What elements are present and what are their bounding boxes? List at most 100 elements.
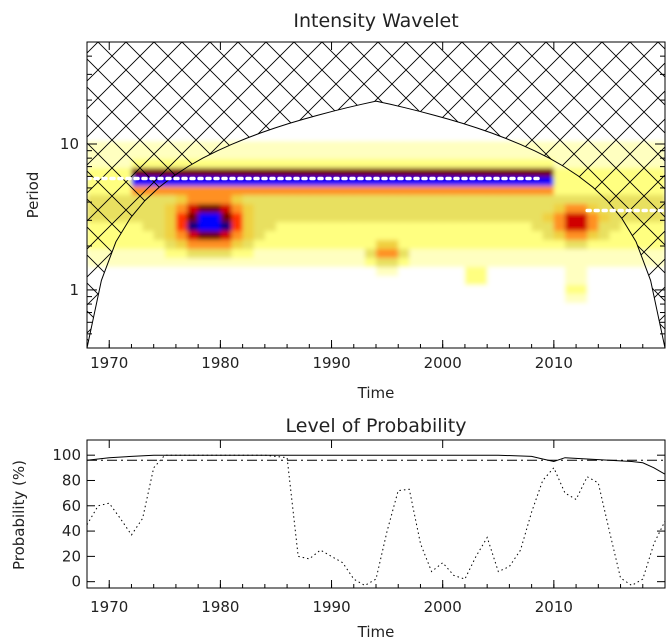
power-cell bbox=[620, 294, 633, 304]
power-cell bbox=[309, 132, 321, 142]
power-cell bbox=[164, 294, 177, 304]
power-cell bbox=[142, 312, 155, 322]
power-cell bbox=[220, 204, 233, 214]
power-cell bbox=[631, 285, 644, 295]
power-cell bbox=[142, 213, 155, 223]
power-cell bbox=[387, 258, 399, 268]
power-cell bbox=[509, 186, 522, 196]
power-cell bbox=[609, 222, 622, 232]
power-cell bbox=[531, 285, 544, 295]
power-cell bbox=[476, 159, 488, 169]
power-cell bbox=[231, 267, 244, 277]
power-cell bbox=[653, 321, 665, 331]
probability-line-dotted bbox=[87, 454, 665, 587]
power-cell bbox=[320, 132, 333, 142]
power-cell bbox=[198, 267, 210, 277]
power-cell bbox=[431, 222, 444, 232]
power-cell bbox=[242, 258, 255, 268]
power-cell bbox=[520, 267, 533, 277]
power-cell bbox=[553, 213, 566, 223]
power-cell bbox=[353, 321, 366, 331]
power-cell bbox=[409, 312, 421, 322]
power-cell bbox=[264, 312, 277, 322]
power-cell bbox=[364, 339, 377, 348]
power-cell bbox=[431, 159, 444, 169]
power-cell bbox=[476, 303, 488, 313]
power-cell bbox=[531, 330, 544, 340]
power-cell bbox=[442, 204, 455, 214]
power-cell bbox=[175, 294, 188, 304]
power-cell bbox=[376, 222, 388, 232]
power-cell bbox=[609, 231, 622, 241]
power-cell bbox=[320, 123, 333, 133]
power-cell bbox=[376, 339, 388, 348]
power-cell bbox=[220, 330, 233, 340]
power-cell bbox=[120, 294, 132, 304]
power-cell bbox=[509, 321, 522, 331]
power-cell bbox=[142, 267, 155, 277]
power-cell bbox=[264, 303, 277, 313]
power-cell bbox=[187, 222, 199, 232]
power-cell bbox=[331, 240, 344, 250]
power-cell bbox=[220, 186, 233, 196]
power-cell bbox=[398, 177, 410, 187]
power-cell bbox=[342, 213, 355, 223]
power-cell bbox=[387, 303, 399, 313]
power-cell bbox=[231, 303, 244, 313]
power-cell bbox=[253, 150, 266, 160]
power-cell bbox=[142, 276, 155, 286]
power-cell bbox=[242, 186, 255, 196]
power-cell bbox=[231, 141, 244, 151]
power-cell bbox=[153, 249, 166, 259]
power-cell bbox=[320, 330, 333, 340]
power-cell bbox=[309, 258, 321, 268]
power-cell bbox=[398, 312, 410, 322]
power-cell bbox=[420, 159, 433, 169]
power-cell bbox=[609, 258, 622, 268]
power-cell bbox=[376, 150, 388, 160]
power-cell bbox=[276, 330, 288, 340]
power-cell bbox=[442, 276, 455, 286]
power-cell bbox=[476, 186, 488, 196]
power-cell bbox=[464, 177, 477, 187]
power-cell bbox=[109, 276, 121, 286]
power-cell bbox=[253, 231, 266, 241]
power-cell bbox=[187, 330, 199, 340]
power-cell bbox=[542, 303, 555, 313]
power-cell bbox=[242, 159, 255, 169]
power-cell bbox=[487, 267, 499, 277]
power-cell bbox=[487, 222, 499, 232]
power-cell bbox=[131, 231, 144, 241]
power-cell bbox=[320, 186, 333, 196]
power-cell bbox=[398, 159, 410, 169]
power-cell bbox=[131, 339, 144, 348]
power-cell bbox=[98, 321, 110, 331]
power-cell bbox=[498, 258, 510, 268]
power-cell bbox=[398, 132, 410, 142]
power-cell bbox=[331, 330, 344, 340]
power-cell bbox=[287, 132, 299, 142]
power-cell bbox=[331, 303, 344, 313]
power-cell bbox=[153, 276, 166, 286]
power-cell bbox=[531, 177, 544, 187]
power-cell bbox=[353, 159, 366, 169]
power-cell bbox=[531, 150, 544, 160]
power-cell bbox=[498, 159, 510, 169]
probability-x-tick-label: 1970 bbox=[90, 598, 128, 616]
power-cell bbox=[498, 330, 510, 340]
power-cell bbox=[264, 159, 277, 169]
power-cell bbox=[487, 213, 499, 223]
power-cell bbox=[587, 303, 599, 313]
power-cell bbox=[498, 177, 510, 187]
power-cell bbox=[298, 285, 310, 295]
power-cell bbox=[342, 123, 355, 133]
power-cell bbox=[198, 294, 210, 304]
power-cell bbox=[398, 231, 410, 241]
power-cell bbox=[331, 339, 344, 348]
power-cell bbox=[387, 105, 399, 115]
power-cell bbox=[153, 240, 166, 250]
power-cell bbox=[509, 204, 522, 214]
power-cell bbox=[420, 258, 433, 268]
power-cell bbox=[642, 294, 655, 304]
power-cell bbox=[309, 186, 321, 196]
